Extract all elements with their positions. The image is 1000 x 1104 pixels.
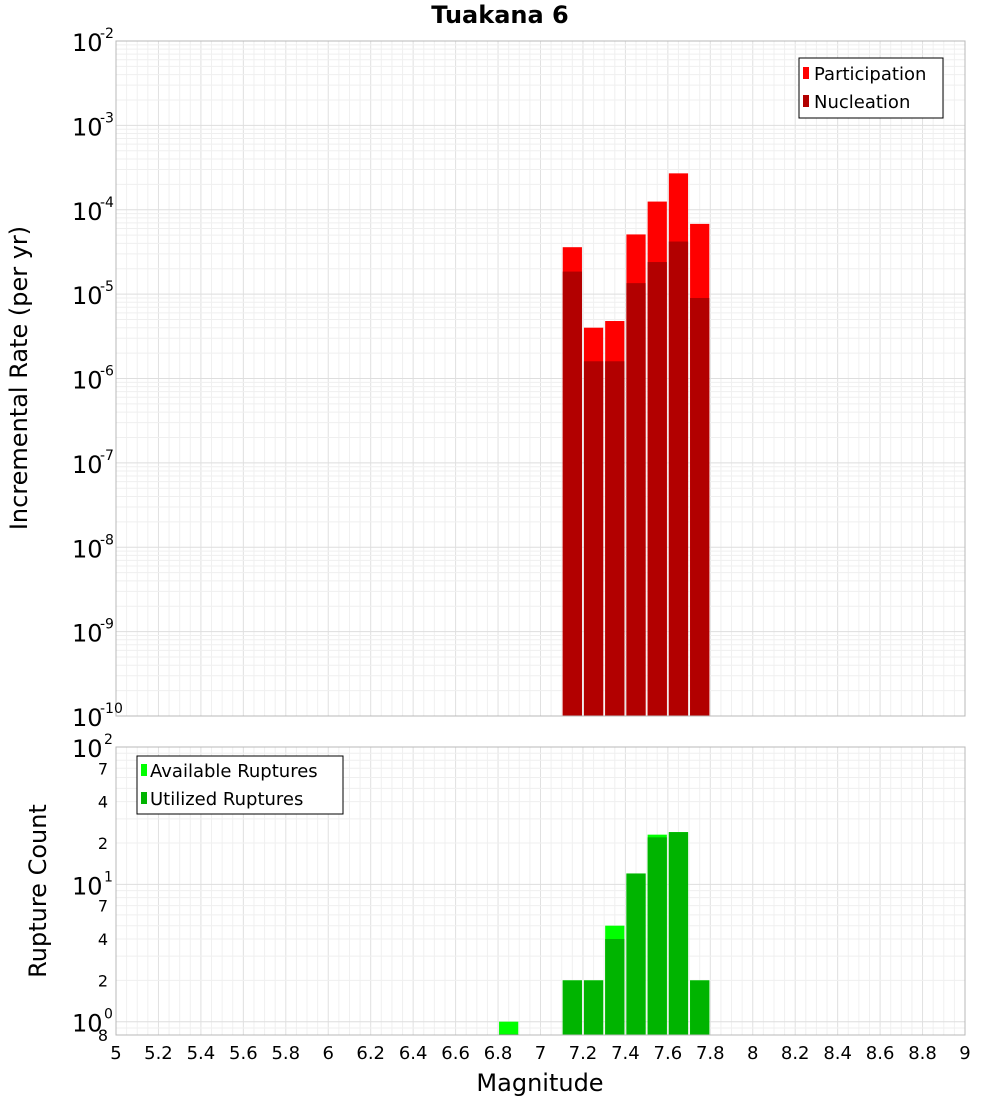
top-y-axis-label: Incremental Rate (per yr) — [5, 226, 33, 530]
bottom-plot-frame — [115, 746, 966, 1036]
bar-available-ruptures — [499, 1021, 519, 1035]
x-tick-label: 6.2 — [356, 1043, 385, 1064]
legend-swatch-utilized-ruptures — [141, 792, 147, 804]
x-tick-label: 7.6 — [654, 1043, 683, 1064]
y-tick-exponent: -9 — [100, 617, 114, 633]
x-tick-label: 8.6 — [866, 1043, 895, 1064]
x-tick-label: 6 — [323, 1043, 334, 1064]
bar-utilized-ruptures — [583, 980, 604, 1035]
x-tick-label: 7 — [535, 1043, 546, 1064]
x-tick-labels: 5 5.2 5.4 5.6 5.8 6 6.2 6.4 6.6 6.8 7 7.2 7.4 7.6 7.8 8… — [110, 1043, 970, 1064]
y-tick-minor: 7 — [98, 759, 108, 778]
y-tick-exponent: -8 — [100, 532, 114, 548]
y-tick-base: 10 — [72, 113, 103, 141]
top-legend-box — [798, 57, 944, 119]
x-tick-label: 6.8 — [484, 1043, 513, 1064]
y-tick-minor: 2 — [98, 834, 108, 853]
legend-swatch-available-ruptures — [141, 764, 147, 776]
y-tick-exponent: -2 — [100, 26, 114, 42]
bottom-y-axis-label: Rupture Count — [24, 804, 52, 978]
x-tick-label: 8.8 — [908, 1043, 937, 1064]
y-tick-minor: 2 — [98, 971, 108, 990]
y-tick-minor: 4 — [98, 793, 108, 812]
x-tick-label: 6.6 — [441, 1043, 470, 1064]
x-axis-label: Magnitude — [476, 1069, 603, 1097]
y-tick-base: 10 — [72, 29, 103, 57]
legend-label-utilized-ruptures: Utilized Ruptures — [150, 789, 303, 810]
bar-nucleation — [605, 361, 625, 716]
y-tick-exponent: -4 — [100, 195, 114, 211]
x-tick-label: 5.6 — [229, 1043, 258, 1064]
y-tick-minor: 4 — [98, 930, 108, 949]
y-tick-exponent: -6 — [100, 364, 114, 380]
y-tick-exponent: 0 — [104, 1007, 113, 1023]
bar-utilized-ruptures — [562, 980, 582, 1035]
legend-swatch-participation — [803, 67, 809, 79]
x-tick-label: 9 — [959, 1043, 970, 1064]
bar-utilized-ruptures — [605, 939, 625, 1035]
x-tick-label: 5 — [110, 1043, 121, 1064]
top-plot-bars — [562, 173, 710, 717]
x-tick-label: 8 — [747, 1043, 758, 1064]
x-tick-label: 5.8 — [271, 1043, 300, 1064]
y-tick-base: 10 — [72, 735, 103, 763]
legend-label-nucleation: Nucleation — [814, 92, 910, 113]
chart-title: Tuakana 6 — [431, 1, 569, 29]
x-tick-label: 6.4 — [399, 1043, 428, 1064]
y-tick-base: 10 — [72, 620, 103, 648]
bottom-legend-box — [136, 755, 344, 815]
legend-swatch-nucleation — [803, 95, 809, 107]
x-tick-label: 5.2 — [144, 1043, 173, 1064]
x-tick-label: 8.4 — [823, 1043, 852, 1064]
y-tick-exponent: -7 — [100, 448, 114, 464]
x-tick-label: 8.2 — [781, 1043, 810, 1064]
y-tick-base: 10 — [72, 282, 103, 310]
top-plot-grid — [115, 41, 966, 717]
bar-nucleation — [690, 297, 710, 716]
y-tick-base: 10 — [72, 1010, 103, 1038]
bar-nucleation — [562, 271, 582, 716]
x-tick-label: 7.2 — [569, 1043, 598, 1064]
y-tick-base: 10 — [72, 451, 103, 479]
y-tick-minor: 7 — [98, 897, 108, 916]
bar-utilized-ruptures — [626, 873, 646, 1035]
x-tick-label: 7.8 — [696, 1043, 725, 1064]
legend-label-available-ruptures: Available Ruptures — [150, 761, 318, 782]
y-tick-exponent: -3 — [100, 110, 114, 126]
y-tick-base: 10 — [72, 704, 103, 732]
bar-utilized-ruptures — [647, 837, 667, 1035]
bar-nucleation — [647, 262, 667, 716]
y-tick-base: 10 — [72, 198, 103, 226]
bar-nucleation — [668, 241, 689, 717]
y-tick-exponent: 2 — [104, 732, 113, 748]
y-tick-exponent: 1 — [104, 869, 113, 885]
x-tick-label: 5.4 — [187, 1043, 216, 1064]
bar-utilized-ruptures — [668, 832, 689, 1035]
bottom-legend: Available Ruptures Utilized Ruptures — [136, 755, 344, 815]
y-tick-base: 10 — [72, 535, 103, 563]
top-legend: Participation Nucleation — [798, 57, 944, 119]
bar-nucleation — [583, 361, 604, 716]
x-tick-label: 7.4 — [611, 1043, 640, 1064]
top-plot-frame — [115, 40, 966, 717]
y-tick-exponent: -5 — [100, 279, 114, 295]
bar-nucleation — [626, 283, 646, 716]
bar-utilized-ruptures — [690, 980, 710, 1035]
y-tick-exponent: -10 — [100, 701, 123, 717]
y-tick-minor: 8 — [98, 1026, 108, 1045]
bottom-plot-bars — [499, 832, 710, 1035]
legend-label-participation: Participation — [814, 64, 926, 85]
y-tick-base: 10 — [72, 367, 103, 395]
y-tick-base: 10 — [72, 872, 103, 900]
